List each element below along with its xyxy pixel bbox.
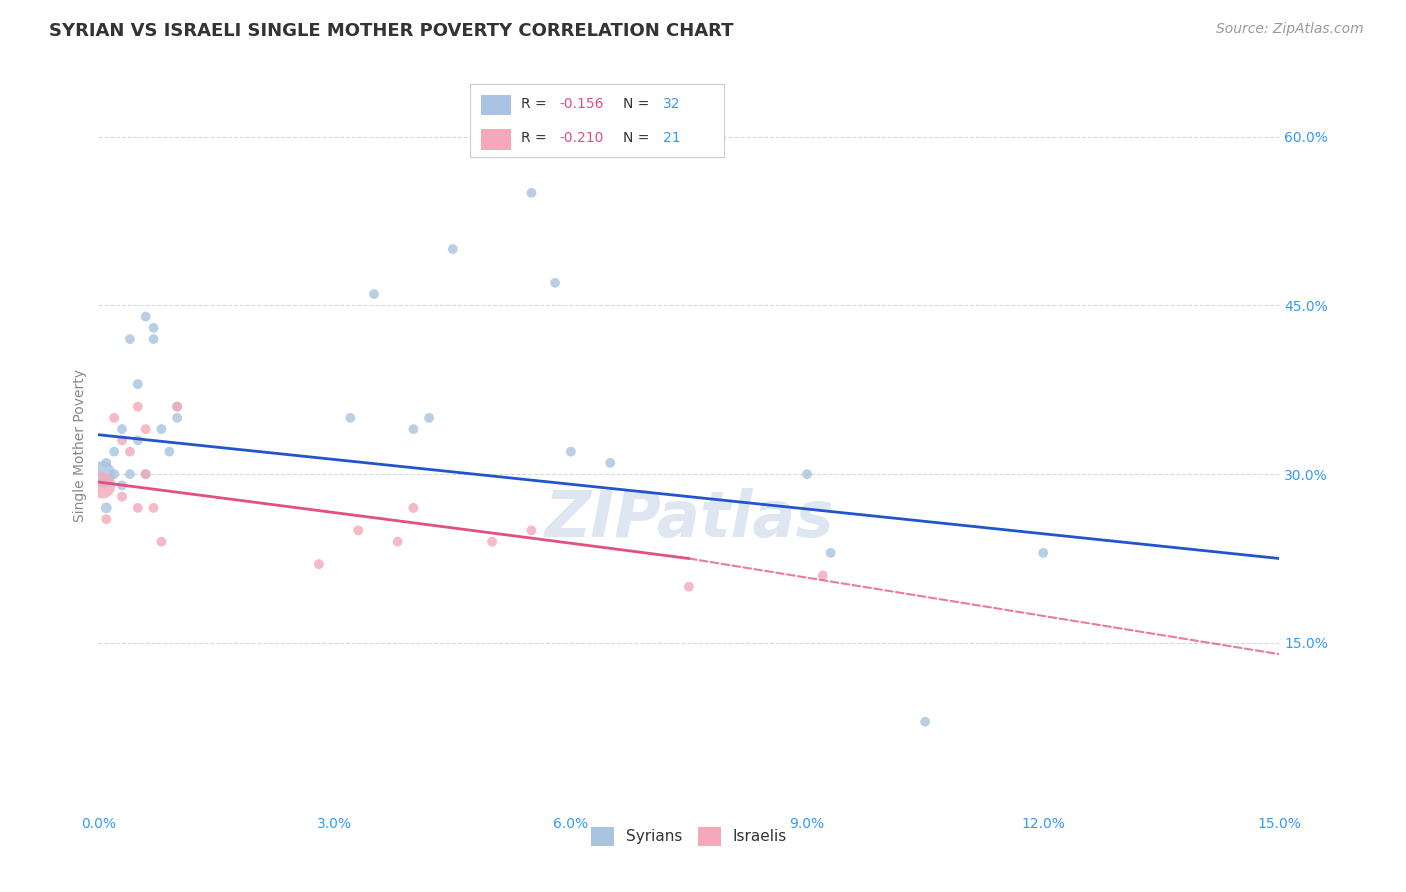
Point [142, 321, 165, 335]
Point [560, 444, 582, 458]
Y-axis label: Single Mother Poverty: Single Mother Poverty [73, 369, 87, 523]
Point [118, 444, 141, 458]
Point [387, 534, 409, 549]
Point [111, 478, 134, 492]
Point [166, 400, 188, 414]
Point [150, 534, 173, 549]
Point [91, 478, 114, 492]
Point [441, 242, 464, 256]
Point [111, 422, 134, 436]
Point [1032, 546, 1054, 560]
Point [103, 467, 125, 482]
Point [308, 557, 330, 571]
Point [103, 410, 125, 425]
Point [157, 444, 180, 458]
Point [166, 410, 188, 425]
Point [150, 422, 173, 436]
Point [96, 500, 118, 515]
Point [127, 377, 149, 392]
Point [402, 422, 425, 436]
Point [402, 500, 425, 515]
Text: Source: ZipAtlas.com: Source: ZipAtlas.com [1216, 22, 1364, 37]
Point [142, 500, 165, 515]
Point [418, 410, 440, 425]
Point [796, 467, 818, 482]
Point [347, 524, 370, 538]
Point [820, 546, 842, 560]
Point [127, 500, 149, 515]
Point [481, 534, 503, 549]
Text: SYRIAN VS ISRAELI SINGLE MOTHER POVERTY CORRELATION CHART: SYRIAN VS ISRAELI SINGLE MOTHER POVERTY … [49, 22, 734, 40]
Point [127, 400, 149, 414]
Point [520, 186, 543, 200]
Point [135, 467, 157, 482]
Point [678, 580, 700, 594]
Point [166, 400, 188, 414]
Point [111, 490, 134, 504]
Point [96, 512, 118, 526]
Point [96, 456, 118, 470]
Point [135, 310, 157, 324]
Point [914, 714, 936, 729]
Point [103, 444, 125, 458]
Point [363, 287, 385, 301]
Point [118, 332, 141, 346]
Point [135, 467, 157, 482]
Point [111, 434, 134, 448]
Point [142, 332, 165, 346]
Point [599, 456, 621, 470]
Legend: Syrians, Israelis: Syrians, Israelis [585, 821, 793, 852]
Point [339, 410, 361, 425]
Point [127, 434, 149, 448]
Point [544, 276, 567, 290]
Point [811, 568, 834, 582]
Point [91, 467, 114, 482]
Text: ZIPatlas: ZIPatlas [544, 488, 834, 550]
Point [118, 467, 141, 482]
Point [135, 422, 157, 436]
Point [520, 524, 543, 538]
